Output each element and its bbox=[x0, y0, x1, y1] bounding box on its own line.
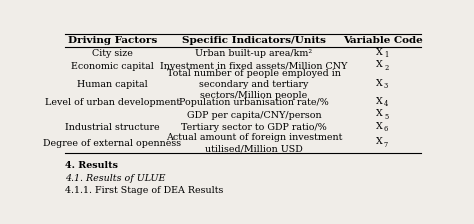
Text: GDP per capita/CNY/person: GDP per capita/CNY/person bbox=[187, 111, 321, 120]
Text: Population urbanisation rate/%: Population urbanisation rate/% bbox=[179, 98, 329, 107]
Text: 7: 7 bbox=[384, 141, 388, 149]
Text: X: X bbox=[376, 60, 383, 69]
Text: X: X bbox=[376, 122, 383, 131]
Text: 1: 1 bbox=[384, 51, 388, 59]
Text: X: X bbox=[376, 109, 383, 118]
Text: Tertiary sector to GDP ratio/%: Tertiary sector to GDP ratio/% bbox=[181, 123, 327, 132]
Text: Level of urban development: Level of urban development bbox=[45, 98, 180, 107]
Text: Total number of people employed in
secondary and tertiary
sectors/Million people: Total number of people employed in secon… bbox=[167, 69, 341, 100]
Text: City size: City size bbox=[92, 49, 133, 58]
Text: X: X bbox=[376, 79, 383, 88]
Text: 4.1.1. First Stage of DEA Results: 4.1.1. First Stage of DEA Results bbox=[65, 186, 223, 195]
Text: X: X bbox=[376, 48, 383, 57]
Text: Specific Indicators/Units: Specific Indicators/Units bbox=[182, 36, 326, 45]
Text: Degree of external openness: Degree of external openness bbox=[44, 139, 182, 148]
Text: X: X bbox=[376, 97, 383, 106]
Text: Economic capital: Economic capital bbox=[71, 62, 154, 71]
Text: 5: 5 bbox=[384, 113, 388, 121]
Text: 3: 3 bbox=[384, 82, 388, 90]
Text: 6: 6 bbox=[384, 125, 388, 133]
Text: Human capital: Human capital bbox=[77, 80, 148, 89]
Text: Urban built-up area/km²: Urban built-up area/km² bbox=[195, 49, 312, 58]
Text: Industrial structure: Industrial structure bbox=[65, 123, 160, 132]
Text: Actual amount of foreign investment
utilised/Million USD: Actual amount of foreign investment util… bbox=[166, 133, 342, 153]
Text: 2: 2 bbox=[384, 64, 388, 72]
Text: Investment in fixed assets/Million CNY: Investment in fixed assets/Million CNY bbox=[160, 62, 347, 71]
Text: Variable Code: Variable Code bbox=[343, 36, 422, 45]
Text: 4: 4 bbox=[384, 101, 388, 108]
Text: X: X bbox=[376, 138, 383, 146]
Text: 4.1. Results of ULUE: 4.1. Results of ULUE bbox=[65, 174, 165, 183]
Text: 4. Results: 4. Results bbox=[65, 162, 118, 170]
Text: Driving Factors: Driving Factors bbox=[68, 36, 157, 45]
